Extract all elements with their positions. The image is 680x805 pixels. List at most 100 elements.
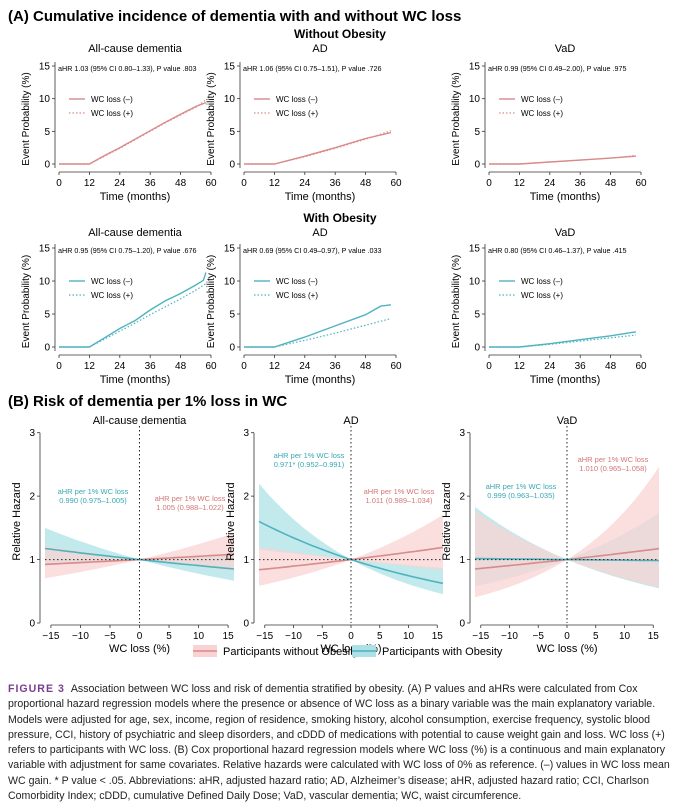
y-tick-label: 5 [229, 310, 235, 321]
legend-pos-label: WC loss (+) [91, 291, 133, 300]
series-wc-loss-pos [489, 334, 636, 348]
legend-pos-label: WC loss (+) [276, 109, 318, 118]
x-tick-label: 0 [564, 631, 570, 642]
y-tick-label: 0 [29, 619, 35, 630]
row-title-without-obesity: Without Obesity [294, 27, 386, 41]
y-axis-label: Event Probability (%) [21, 255, 32, 348]
x-tick-label: −5 [317, 631, 329, 642]
annotation-no-obesity-ci: 1.010 (0.965–1.058) [579, 464, 647, 473]
section-a-title: (A) Cumulative incidence of dementia wit… [8, 8, 461, 25]
legend-neg-label: WC loss (–) [276, 95, 318, 104]
x-tick-label: 5 [593, 631, 599, 642]
y-tick-label: 10 [469, 277, 481, 288]
y-axis-label: Event Probability (%) [206, 255, 217, 348]
x-tick-label: 24 [114, 178, 126, 189]
panel-title: VaD [555, 227, 576, 239]
x-tick-label: 60 [635, 361, 647, 372]
panel-title: All-cause dementia [93, 415, 187, 427]
x-tick-label: −15 [256, 631, 273, 642]
x-tick-label: −5 [104, 631, 116, 642]
y-tick-label: 0 [474, 160, 480, 171]
panel-annotation: aHR 0.99 (95% CI 0.49–2.00), P value .97… [488, 64, 627, 73]
x-tick-label: 10 [193, 631, 205, 642]
x-tick-label: 15 [648, 631, 660, 642]
x-tick-label: 0 [137, 631, 143, 642]
ci-band-obesity [45, 527, 234, 581]
y-tick-label: 2 [459, 492, 465, 503]
x-tick-label: 24 [544, 361, 556, 372]
x-tick-label: 12 [514, 178, 526, 189]
panel-title: VaD [557, 415, 578, 427]
annotation-obesity-ci: 0.999 (0.963–1.035) [487, 491, 555, 500]
caption-text: Association between WC loss and risk of … [8, 683, 670, 803]
panel-annotation: aHR 0.80 (95% CI 0.46–1.37), P value .41… [488, 246, 627, 255]
y-axis-label: Event Probability (%) [451, 72, 462, 165]
annotation-obesity-ci: 0.990 (0.975–1.005) [59, 496, 127, 505]
legend-neg-label: WC loss (–) [91, 95, 133, 104]
x-tick-label: −10 [285, 631, 302, 642]
x-tick-label: 60 [205, 178, 217, 189]
x-tick-label: 5 [377, 631, 383, 642]
y-tick-label: 0 [229, 343, 235, 354]
x-tick-label: 36 [145, 178, 157, 189]
figure-caption: FIGURE 3 Association between WC loss and … [8, 682, 672, 804]
y-tick-label: 0 [474, 343, 480, 354]
x-tick-label: 36 [330, 178, 342, 189]
y-tick-label: 3 [459, 428, 465, 439]
y-tick-label: 1 [243, 555, 249, 566]
x-tick-label: 48 [605, 178, 617, 189]
y-axis-label: Event Probability (%) [206, 72, 217, 165]
x-tick-label: 10 [619, 631, 631, 642]
legend-pos-label: WC loss (+) [276, 291, 318, 300]
panel-annotation: aHR 1.03 (95% CI 0.80–1.33), P value .80… [58, 64, 197, 73]
x-tick-label: 0 [241, 178, 247, 189]
series-wc-loss-neg [489, 155, 636, 165]
ci-band-obesity [259, 483, 443, 595]
x-tick-label: 60 [390, 178, 402, 189]
x-tick-label: 0 [348, 631, 354, 642]
y-tick-label: 0 [229, 160, 235, 171]
x-tick-label: 48 [360, 178, 372, 189]
x-axis-label: Time (months) [530, 191, 601, 203]
annotation-obesity-label: aHR per 1% WC loss [274, 451, 345, 460]
x-tick-label: −15 [472, 631, 489, 642]
x-tick-label: 24 [299, 361, 311, 372]
panel-title: All-cause dementia [88, 227, 182, 239]
x-tick-label: −15 [42, 631, 59, 642]
series-wc-loss-neg [59, 272, 207, 348]
hr-line-obesity [44, 547, 235, 570]
y-tick-label: 15 [469, 62, 481, 73]
annotation-no-obesity-label: aHR per 1% WC loss [364, 487, 435, 496]
series-wc-loss-neg [244, 131, 392, 165]
x-axis-label: Time (months) [100, 374, 171, 386]
y-tick-label: 5 [474, 310, 480, 321]
x-tick-label: 48 [605, 361, 617, 372]
panel-annotation: aHR 0.69 (95% CI 0.49–0.97), P value .03… [243, 246, 382, 255]
x-tick-label: 0 [486, 178, 492, 189]
x-tick-label: 48 [175, 178, 187, 189]
annotation-no-obesity-ci: 1.011 (0.989–1.034) [366, 496, 434, 505]
x-tick-label: 0 [486, 361, 492, 372]
x-tick-label: 12 [269, 361, 281, 372]
legend-neg-label: WC loss (–) [521, 95, 563, 104]
y-tick-label: 15 [224, 244, 236, 255]
y-tick-label: 15 [224, 62, 236, 73]
legend-no-obesity-label: Participants without Obesity [223, 646, 359, 658]
series-wc-loss-pos [59, 283, 207, 348]
x-tick-label: 12 [84, 361, 96, 372]
x-tick-label: 0 [56, 361, 62, 372]
annotation-obesity-label: aHR per 1% WC loss [486, 482, 557, 491]
y-tick-label: 10 [39, 94, 51, 105]
legend-obesity-label: Participants with Obesity [382, 646, 503, 658]
panel-title: AD [312, 43, 327, 55]
series-wc-loss-pos [59, 99, 207, 165]
y-tick-label: 15 [39, 244, 51, 255]
caption-label: FIGURE 3 [8, 683, 65, 695]
x-tick-label: 36 [575, 361, 587, 372]
y-tick-label: 15 [39, 62, 51, 73]
x-axis-label: WC loss (%) [536, 643, 597, 655]
y-tick-label: 10 [469, 94, 481, 105]
y-tick-label: 5 [229, 127, 235, 138]
y-tick-label: 5 [44, 310, 50, 321]
